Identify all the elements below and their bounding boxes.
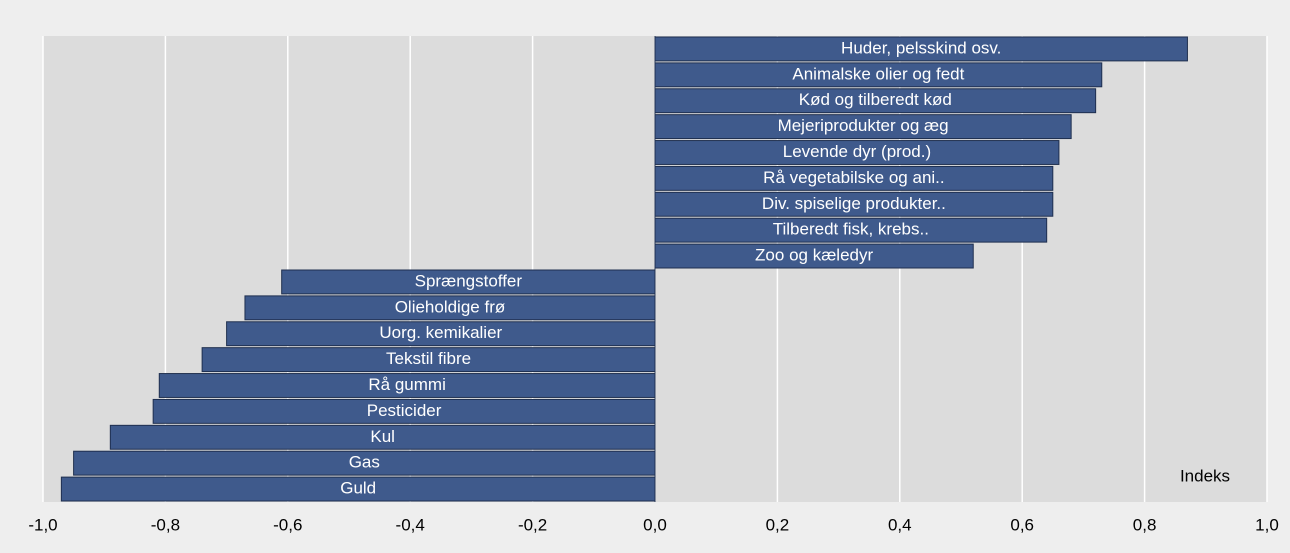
- bar-label: Rå vegetabilske og ani..: [763, 168, 944, 187]
- bar-label: Uorg. kemikalier: [379, 323, 502, 342]
- bar-label: Div. spiselige produkter..: [762, 194, 946, 213]
- x-tick-label: -1,0: [28, 515, 57, 534]
- annotation: Indeks: [1180, 466, 1230, 485]
- x-tick-label: 0,6: [1010, 515, 1034, 534]
- x-tick-label: -0,4: [396, 515, 425, 534]
- bar-label: Levende dyr (prod.): [783, 142, 931, 161]
- bar-label: Pesticider: [367, 401, 442, 420]
- bar-label: Huder, pelsskind osv.: [841, 38, 1001, 57]
- bar-label: Gas: [349, 453, 380, 472]
- x-tick-label: 0,8: [1133, 515, 1157, 534]
- bar-label: Kød og tilberedt kød: [799, 90, 952, 109]
- bar-label: Tekstil fibre: [386, 349, 471, 368]
- bar-label: Animalske olier og fedt: [792, 64, 964, 83]
- x-tick-label: -0,8: [151, 515, 180, 534]
- bar-label: Sprængstoffer: [415, 271, 523, 290]
- x-tick-label: 0,0: [643, 515, 667, 534]
- bar-label: Mejeriprodukter og æg: [778, 116, 949, 135]
- x-tick-label: -0,2: [518, 515, 547, 534]
- bar-label: Zoo og kæledyr: [755, 246, 873, 265]
- x-tick-label: 1,0: [1255, 515, 1279, 534]
- bar-label: Kul: [370, 427, 395, 446]
- x-tick-label: 0,4: [888, 515, 912, 534]
- bar-label: Rå gummi: [368, 375, 445, 394]
- bar-label: Guld: [340, 479, 376, 498]
- x-tick-label: 0,2: [766, 515, 790, 534]
- x-tick-label: -0,6: [273, 515, 302, 534]
- bar-label: Olieholdige frø: [395, 297, 506, 316]
- bar-label: Tilberedt fisk, krebs..: [773, 220, 929, 239]
